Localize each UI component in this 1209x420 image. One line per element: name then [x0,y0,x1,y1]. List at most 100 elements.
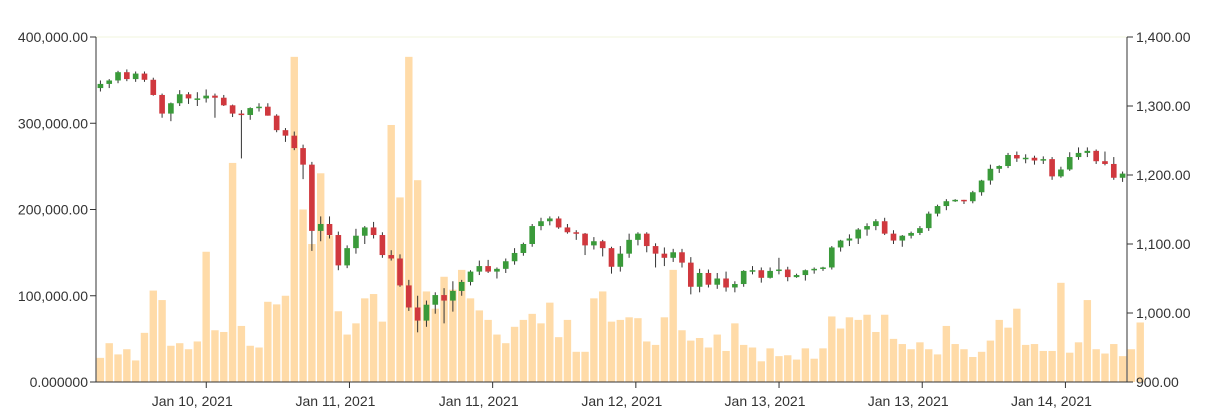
candle-up [467,271,474,282]
volume-bar [211,330,219,382]
candle-up [132,73,139,80]
candle-down [335,235,342,266]
volume-bar [863,314,871,382]
candle-up [361,227,368,236]
candle-up [635,233,641,240]
volume-bar [184,349,193,382]
candle-down [185,94,192,99]
volume-bar [546,302,554,382]
candle-down [881,221,888,234]
candle-down [652,246,659,254]
candle-up [925,213,932,229]
candle-down [643,233,650,247]
candle-up [458,281,465,291]
candle-up [423,304,430,321]
volume-bar [880,314,889,382]
x-tick-label: Jan 11, 2021 [439,393,519,409]
candle-up [749,270,756,272]
volume-bar [510,326,519,382]
candle-up [934,206,941,214]
candle-down [282,130,289,136]
candle-down [564,227,571,233]
candle-down [679,252,685,263]
volume-bar [1057,282,1065,382]
volume-bar [942,325,951,382]
candle-up [538,221,544,227]
volume-bar [889,338,898,383]
candle-up [476,266,483,272]
candle-down [1093,150,1099,162]
candle-up [846,238,853,241]
candle-up [547,218,553,222]
candle-up [899,235,906,241]
volume-bar [290,56,298,383]
candle-up [740,270,747,285]
volume-bar [255,347,263,382]
volume-bar [396,197,404,382]
volume-bars [96,56,1144,383]
candle-down [1014,154,1020,159]
candle-down [599,241,606,249]
volume-bar [678,330,686,382]
candle-down [441,295,447,301]
volume-bar [193,341,202,382]
candle-up [494,268,500,272]
volume-bar [246,345,254,382]
volume-bar [140,332,149,382]
candle-up [837,240,844,248]
candle-up [855,229,862,239]
candle-up [520,244,527,253]
volume-bar [378,321,387,383]
volume-bar [1030,344,1039,382]
candle-down [406,285,412,308]
volume-bar [272,304,281,383]
candle-up [626,239,632,254]
volume-bar [1004,327,1012,382]
candle-up [203,95,209,99]
candle-down [608,248,615,267]
volume-bar [308,244,316,382]
left-y-tick-label: 400,000.00 [18,29,88,45]
volume-bar [986,340,995,382]
volume-bar [907,349,915,382]
candle-down [379,235,386,256]
volume-bar [475,310,484,382]
candle-up [996,166,1003,169]
volume-bar [731,323,739,382]
volume-bar [449,289,457,382]
candle-up [793,275,800,278]
x-tick-label: Jan 11, 2021 [295,393,375,409]
candle-up [511,252,518,262]
candle-up [1022,157,1029,160]
volume-bar [757,361,765,382]
volume-bar [317,173,325,382]
candle-wicks [99,69,1124,333]
candle-up [978,180,985,193]
candle-down [326,223,333,236]
candle-up [1058,169,1064,177]
volume-bar [123,349,131,382]
candle-up [917,228,923,233]
candle-up [247,108,254,115]
x-tick-label: Jan 10, 2021 [152,393,233,409]
volume-bar [598,291,607,382]
candle-down [705,272,712,285]
volume-bar [158,300,166,382]
candle-down [265,106,271,116]
volume-bar [1048,350,1056,382]
volume-bar [704,347,713,382]
volume-bar [607,321,616,383]
candle-up [1005,154,1011,167]
volume-bar [713,334,721,382]
candle-up [696,272,703,287]
volume-bar [819,348,827,382]
volume-bar [176,343,184,382]
volume-bar [792,359,801,382]
volume-bar [519,319,528,382]
candle-down [212,95,218,98]
volume-bar [264,301,272,382]
x-axis-ticks: Jan 10, 2021 Jan 11, 2021 Jan 11, 2021 Jan … [152,382,1092,409]
volume-bar [352,323,360,382]
volume-bar [660,317,669,382]
